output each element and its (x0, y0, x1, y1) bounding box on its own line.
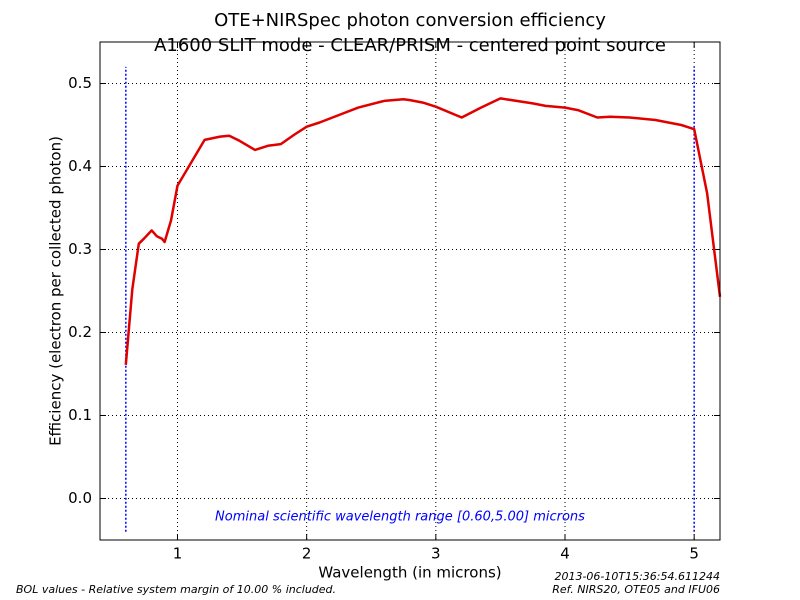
chart-subtitle: A1600 SLIT mode - CLEAR/PRISM - centered… (154, 35, 666, 56)
footer-right: 2013-06-10T15:36:54.611244 (554, 570, 720, 583)
x-tick-label: 4 (560, 545, 570, 563)
x-tick-label: 5 (689, 545, 699, 563)
plot-frame (99, 41, 721, 541)
x-axis-label: Wavelength (in microns) (318, 564, 501, 582)
y-tick-label: 0.3 (68, 240, 92, 258)
y-axis-label: Efficiency (electron per collected photo… (47, 136, 65, 446)
y-tick-label: 0.2 (68, 323, 92, 341)
chart-title: OTE+NIRSpec photon conversion efficiency (214, 10, 606, 31)
y-tick-label: 0.4 (68, 157, 92, 175)
footer-right: Ref. NIRS20, OTE05 and IFU06 (552, 583, 720, 596)
x-tick-label: 3 (431, 545, 441, 563)
y-tick-label: 0.1 (68, 406, 92, 424)
footer-left: BOL values - Relative system margin of 1… (16, 583, 336, 596)
annotation: Nominal scientific wavelength range [0.6… (215, 510, 585, 525)
line-series (124, 97, 722, 366)
x-tick-label: 2 (302, 545, 312, 563)
y-tick-label: 0.0 (68, 489, 92, 507)
x-tick-label: 1 (173, 545, 183, 563)
y-tick-label: 0.5 (68, 74, 92, 92)
